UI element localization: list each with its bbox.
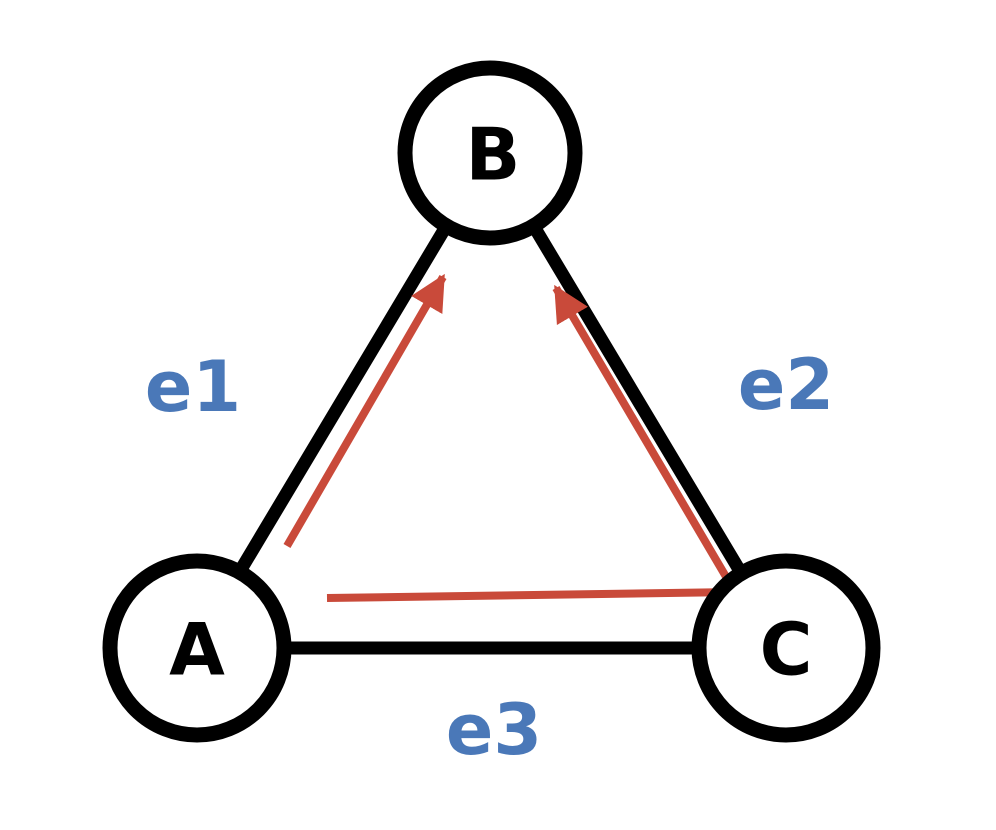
node-a-label: A bbox=[169, 608, 225, 692]
node-b-label: B bbox=[466, 113, 521, 197]
node-b: B bbox=[397, 60, 583, 246]
path-arrow-a-to-c bbox=[326, 588, 736, 602]
node-c-circle bbox=[691, 553, 881, 743]
path-arrow-a-to-b bbox=[283, 273, 447, 549]
node-c-label: C bbox=[760, 608, 813, 692]
path-arrow-c-to-b bbox=[552, 284, 739, 595]
edge-e3-label: e3 bbox=[446, 689, 542, 771]
node-a: A bbox=[102, 553, 292, 743]
node-b-circle bbox=[397, 60, 583, 246]
edge-e2-line bbox=[483, 146, 793, 655]
edge-e2-label: e2 bbox=[738, 344, 834, 426]
node-a-circle bbox=[102, 553, 292, 743]
edge-e1-label: e1 bbox=[145, 346, 241, 428]
node-c: C bbox=[691, 553, 881, 743]
edge-e1-line bbox=[190, 146, 497, 650]
